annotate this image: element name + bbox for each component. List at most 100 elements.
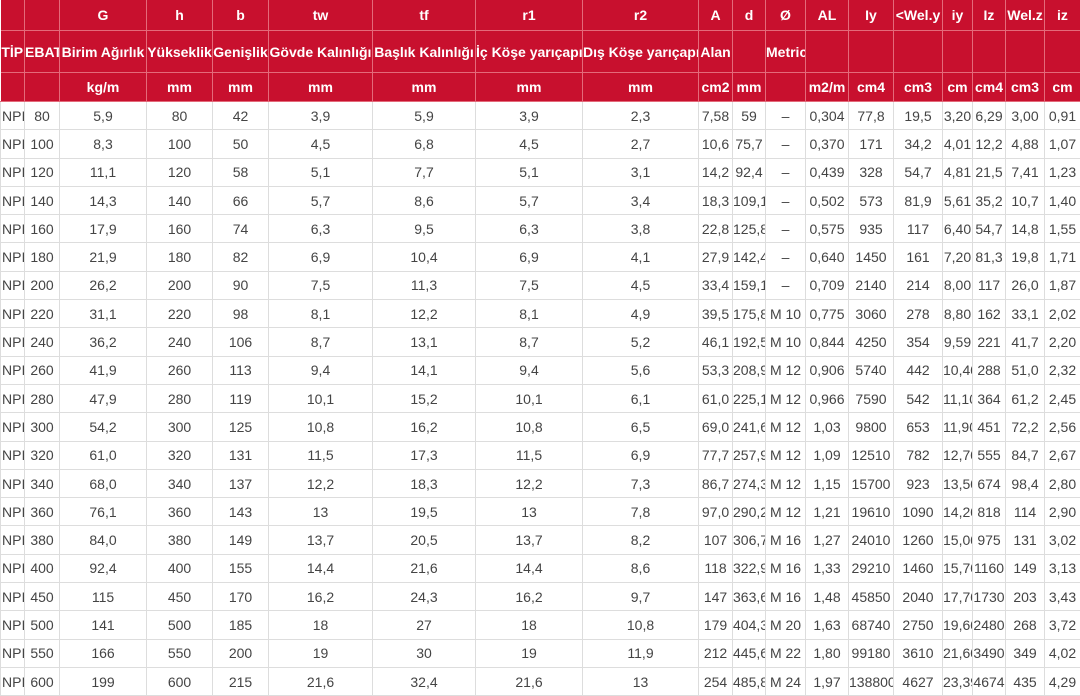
table-cell: 573 xyxy=(848,186,894,216)
table-cell: 320 xyxy=(146,441,213,470)
table-cell: 13,7 xyxy=(475,525,583,555)
table-cell: 1,21 xyxy=(805,497,849,527)
table-cell: 61,0 xyxy=(59,441,147,470)
table-cell: 66 xyxy=(212,186,269,216)
table-cell: 36,2 xyxy=(59,327,147,357)
table-cell: 600 xyxy=(146,667,213,696)
header-symbols-cell: tf xyxy=(372,0,476,31)
table-cell: 0,91 xyxy=(1044,101,1080,131)
table-cell: 15700 xyxy=(848,469,894,499)
table-cell: 58 xyxy=(212,158,269,187)
table-cell: 16,2 xyxy=(475,582,583,612)
table-cell: M 22 xyxy=(765,639,806,668)
table-cell: 8,3 xyxy=(59,129,147,159)
header-names-cell xyxy=(893,30,943,73)
table-cell: 53,3 xyxy=(698,356,733,385)
header-names-cell: Dış Köşe yarıçapı xyxy=(582,30,699,73)
table-cell: 11,1 xyxy=(59,158,147,187)
table-cell: 13,7 xyxy=(268,525,373,555)
table-cell: 4,5 xyxy=(582,271,699,301)
table-cell: 260 xyxy=(146,356,213,385)
table-cell: 1,15 xyxy=(805,469,849,499)
table-cell: 26,0 xyxy=(1005,271,1045,301)
table-cell: 9800 xyxy=(848,412,894,442)
table-cell: NPI xyxy=(0,158,25,187)
table-cell: 0,304 xyxy=(805,101,849,131)
table-cell: 1450 xyxy=(848,242,894,272)
table-cell: 5,9 xyxy=(59,101,147,131)
table-cell: M 12 xyxy=(765,497,806,527)
table-cell: 21,60 xyxy=(942,639,973,668)
table-cell: 199 xyxy=(59,667,147,696)
header-units-cell: cm4 xyxy=(972,72,1006,102)
header-units-cell: cm4 xyxy=(848,72,894,102)
table-cell: – xyxy=(765,271,806,301)
table-cell: 400 xyxy=(24,554,60,584)
table-cell: 141 xyxy=(59,610,147,640)
table-cell: 445,6 xyxy=(732,639,766,668)
header-names-cell: Genişlik xyxy=(212,30,269,73)
table-cell: 653 xyxy=(893,412,943,442)
table-cell: 107 xyxy=(698,525,733,555)
table-cell: 47,9 xyxy=(59,384,147,414)
table-cell: 21,6 xyxy=(475,667,583,696)
table-cell: 9,4 xyxy=(268,356,373,385)
table-cell: 4250 xyxy=(848,327,894,357)
table-cell: 257,9 xyxy=(732,441,766,470)
table-row: NPI 360 76,1 360 143 13 19,5 13 7,8 97,0 290,2 M 12… xyxy=(0,497,1080,527)
table-cell: 0,439 xyxy=(805,158,849,187)
table-cell: 120 xyxy=(146,158,213,187)
table-cell: NPI xyxy=(0,356,25,385)
table-cell: 328 xyxy=(848,158,894,187)
table-cell: 106 xyxy=(212,327,269,357)
table-cell: 7,41 xyxy=(1005,158,1045,187)
table-cell: 42 xyxy=(212,101,269,131)
table-cell: NPI xyxy=(0,412,25,442)
table-cell: 7590 xyxy=(848,384,894,414)
table-row: NPI 200 26,2 200 90 7,5 11,3 7,5 4,5 33,4 159,1–0,… xyxy=(0,271,1080,301)
header-symbols-cell: AL xyxy=(805,0,849,31)
table-cell: 19 xyxy=(475,639,583,668)
header-names-cell xyxy=(1044,30,1080,73)
header-symbols-cell: Iy xyxy=(848,0,894,31)
table-cell: 215 xyxy=(212,667,269,696)
header-symbols-cell: Iz xyxy=(972,0,1006,31)
table-cell: 2,20 xyxy=(1044,327,1080,357)
table-row: NPI 160 17,9 160 74 6,3 9,5 6,3 3,8 22,8 125,8–0,5… xyxy=(0,214,1080,244)
table-cell: 2040 xyxy=(893,582,943,612)
table-cell: NPI xyxy=(0,129,25,159)
table-cell: 162 xyxy=(972,299,1006,329)
table-cell: 274,3 xyxy=(732,469,766,499)
table-cell: 0,709 xyxy=(805,271,849,301)
table-cell: 13,50 xyxy=(942,469,973,499)
table-cell: 19,5 xyxy=(893,101,943,131)
table-cell: 115 xyxy=(59,582,147,612)
table-cell: 280 xyxy=(24,384,60,414)
table-cell: 8,7 xyxy=(475,327,583,357)
table-cell: 363,6 xyxy=(732,582,766,612)
table-cell: NPI xyxy=(0,214,25,244)
table-cell: 10,7 xyxy=(1005,186,1045,216)
table-row: NPI 100 8,3 100 50 4,5 6,8 4,5 2,7 10,6 75,7–0,370… xyxy=(0,129,1080,159)
header-symbols-cell xyxy=(24,0,60,31)
table-cell: 23,39 xyxy=(942,667,973,696)
table-cell: 7,7 xyxy=(372,158,476,187)
table-row: NPI 220 31,1 220 98 8,1 12,2 8,1 4,9 39,5 175,8 M 1… xyxy=(0,299,1080,329)
table-cell: 349 xyxy=(1005,639,1045,668)
table-cell: 76,1 xyxy=(59,497,147,527)
table-cell: 450 xyxy=(24,582,60,612)
table-cell: 61,0 xyxy=(698,384,733,414)
table-cell: 1160 xyxy=(972,554,1006,584)
table-cell: 2,90 xyxy=(1044,497,1080,527)
table-cell: 4,88 xyxy=(1005,129,1045,159)
table-cell: 1,55 xyxy=(1044,214,1080,244)
header-names-cell xyxy=(972,30,1006,73)
table-cell: 220 xyxy=(146,299,213,329)
table-cell: 147 xyxy=(698,582,733,612)
table-cell: NPI xyxy=(0,186,25,216)
header-names-cell: EBAT xyxy=(24,30,60,73)
table-cell: 54,7 xyxy=(972,214,1006,244)
table-cell: 1,48 xyxy=(805,582,849,612)
header-units-cell: mm xyxy=(212,72,269,102)
table-cell: 2140 xyxy=(848,271,894,301)
